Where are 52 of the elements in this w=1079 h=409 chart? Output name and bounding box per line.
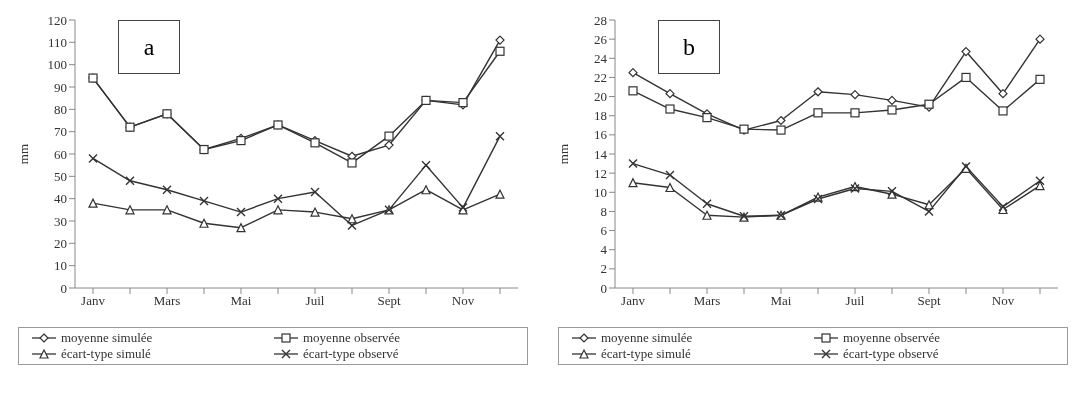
y-tick-label: 20	[54, 235, 67, 251]
y-tick-label: 16	[594, 127, 608, 143]
x-tick-label: Janv	[621, 293, 646, 309]
y-axis-title: mm	[555, 143, 571, 165]
y-tick-label: 10	[594, 184, 607, 200]
y-tick-label: 40	[54, 191, 67, 207]
text: a	[118, 20, 180, 74]
legend-label: moyenne simulée	[601, 330, 693, 346]
y-tick-label: 14	[594, 146, 608, 162]
y-tick-label: 2	[600, 261, 607, 277]
y-tick-label: 8	[600, 204, 607, 220]
y-tick-label: 24	[594, 50, 608, 66]
legend-label: écart-type observé	[843, 346, 939, 362]
y-tick-label: 12	[594, 165, 607, 181]
legend-label: écart-type simulé	[601, 346, 691, 362]
y-tick-label: 80	[54, 101, 67, 117]
x-tick-label: Nov	[991, 293, 1015, 309]
x-tick-label: Juil	[845, 293, 865, 309]
y-tick-label: 90	[54, 79, 67, 95]
y-axis-title: mm	[15, 143, 31, 165]
y-tick-label: 0	[60, 280, 67, 296]
legend-label: écart-type simulé	[61, 346, 151, 362]
text: b	[658, 20, 720, 74]
y-tick-label: 60	[54, 146, 67, 162]
x-tick-label: Sept	[917, 293, 941, 309]
y-tick-label: 100	[47, 57, 67, 73]
y-tick-label: 4	[600, 242, 608, 258]
y-tick-label: 120	[47, 12, 67, 28]
y-tick-label: 26	[594, 31, 608, 47]
x-tick-label: Mars	[693, 293, 721, 309]
y-tick-label: 110	[47, 34, 67, 50]
y-tick-label: 0	[600, 280, 607, 296]
x-tick-label: Sept	[377, 293, 401, 309]
y-tick-label: 20	[594, 89, 607, 105]
legend-label: écart-type observé	[303, 346, 399, 362]
x-tick-label: Juil	[305, 293, 325, 309]
y-tick-label: 28	[594, 12, 607, 28]
y-tick-label: 6	[600, 223, 608, 239]
legend-label: moyenne simulée	[61, 330, 153, 346]
x-tick-label: Mai	[230, 293, 252, 309]
legend-label: moyenne observée	[303, 330, 401, 346]
y-tick-label: 22	[594, 70, 607, 86]
y-tick-label: 30	[54, 213, 67, 229]
y-tick-label: 10	[54, 258, 67, 274]
legend-label: moyenne observée	[843, 330, 941, 346]
y-tick-label: 50	[54, 168, 67, 184]
x-tick-label: Mai	[770, 293, 792, 309]
y-tick-label: 70	[54, 124, 67, 140]
x-tick-label: Mars	[153, 293, 181, 309]
x-tick-label: Nov	[451, 293, 475, 309]
x-tick-label: Janv	[81, 293, 106, 309]
y-tick-label: 18	[594, 108, 607, 124]
